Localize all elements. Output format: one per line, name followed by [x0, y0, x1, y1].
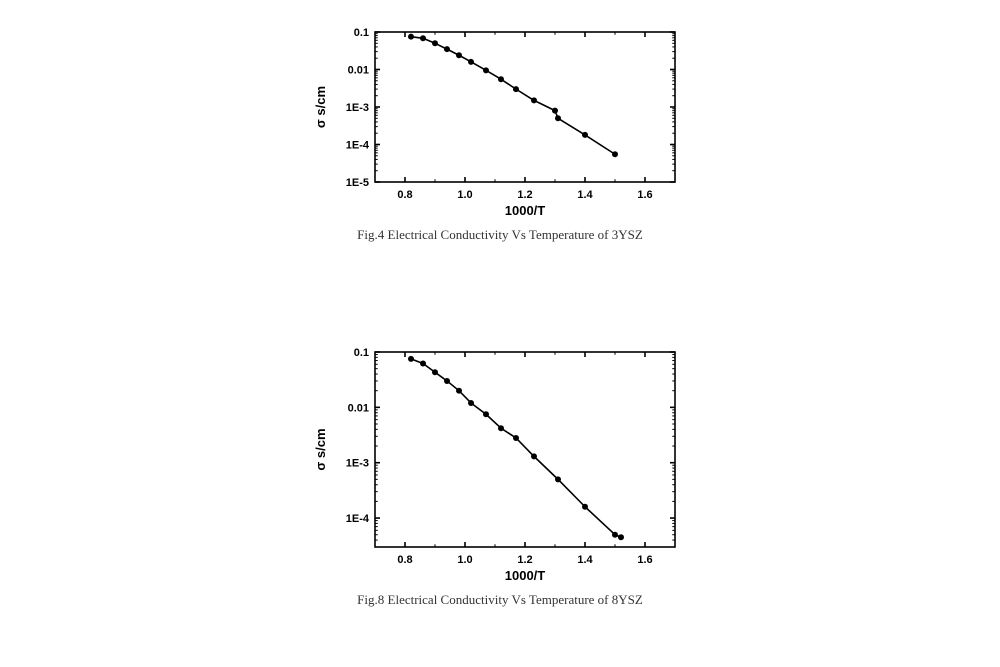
figure-block-8ysz: 0.8 1.0 1.2 1.4 1.6 0.1 0.01 1E-3 1E-4 1000/T σ s/… — [300, 340, 700, 608]
caption-3ysz: Fig.4 Electrical Conductivity Vs Tempera… — [300, 227, 700, 243]
svg-text:1E-4: 1E-4 — [346, 513, 370, 525]
svg-text:σ s/cm: σ s/cm — [313, 428, 328, 470]
svg-text:1E-3: 1E-3 — [346, 458, 369, 470]
svg-text:0.8: 0.8 — [397, 554, 412, 566]
svg-text:0.8: 0.8 — [397, 189, 412, 201]
svg-text:1E-4: 1E-4 — [346, 140, 370, 152]
svg-text:1000/T: 1000/T — [505, 203, 546, 215]
svg-text:0.1: 0.1 — [354, 347, 369, 359]
svg-text:1.4: 1.4 — [577, 189, 593, 201]
caption-8ysz: Fig.8 Electrical Conductivity Vs Tempera… — [300, 592, 700, 608]
figure-block-3ysz: 0.8 1.0 1.2 1.4 1.6 0.1 0.01 1E-3 1E-4 1E-5 1000/T… — [300, 20, 700, 243]
svg-text:0.01: 0.01 — [348, 402, 369, 414]
svg-text:1E-5: 1E-5 — [346, 177, 369, 189]
chart-3ysz: 0.8 1.0 1.2 1.4 1.6 0.1 0.01 1E-3 1E-4 1E-5 1000/T… — [300, 20, 700, 215]
svg-text:0.1: 0.1 — [354, 27, 369, 39]
svg-text:1.2: 1.2 — [517, 189, 532, 201]
svg-text:0.01: 0.01 — [348, 65, 369, 77]
svg-text:1.2: 1.2 — [517, 554, 532, 566]
svg-text:1.0: 1.0 — [457, 189, 472, 201]
page: 0.8 1.0 1.2 1.4 1.6 0.1 0.01 1E-3 1E-4 1E-5 1000/T… — [0, 0, 1000, 667]
svg-text:1.4: 1.4 — [577, 554, 593, 566]
svg-text:σ s/cm: σ s/cm — [313, 86, 328, 128]
chart-8ysz: 0.8 1.0 1.2 1.4 1.6 0.1 0.01 1E-3 1E-4 1000/T σ s/… — [300, 340, 700, 580]
svg-text:1.0: 1.0 — [457, 554, 472, 566]
svg-text:1E-3: 1E-3 — [346, 102, 369, 114]
svg-text:1.6: 1.6 — [637, 554, 652, 566]
svg-text:1.6: 1.6 — [637, 189, 652, 201]
svg-text:1000/T: 1000/T — [505, 568, 546, 580]
